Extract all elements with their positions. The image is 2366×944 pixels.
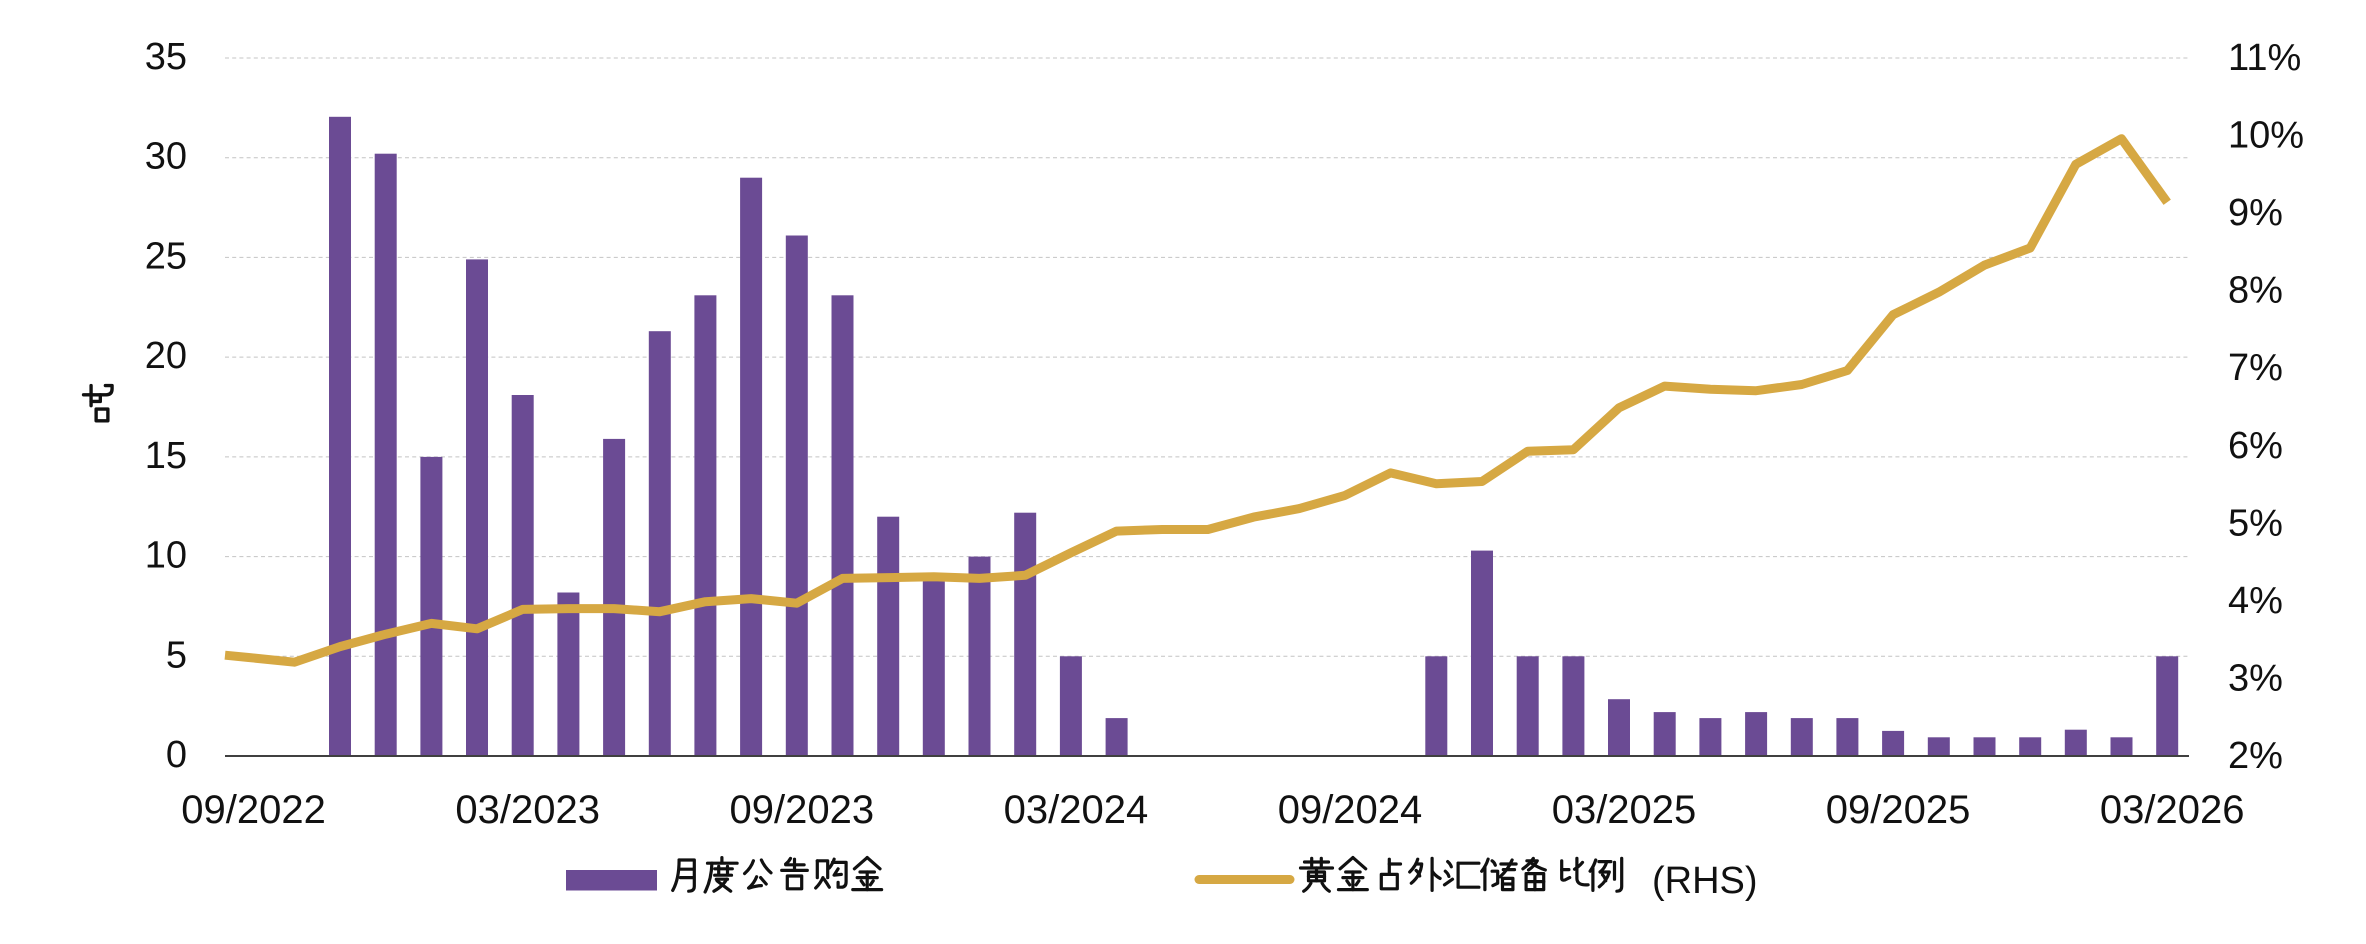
svg-text:15: 15	[145, 435, 187, 477]
svg-text:03/2026: 03/2026	[2100, 788, 2245, 832]
svg-text:09/2025: 09/2025	[1826, 788, 1971, 832]
svg-text:11%: 11%	[2228, 37, 2301, 79]
svg-text:9%: 9%	[2228, 192, 2283, 234]
svg-text:8%: 8%	[2228, 270, 2283, 312]
svg-text:10%: 10%	[2228, 115, 2304, 157]
svg-text:3%: 3%	[2228, 657, 2283, 699]
svg-text:6%: 6%	[2228, 425, 2283, 467]
svg-text:5: 5	[166, 634, 187, 676]
svg-text:7%: 7%	[2228, 347, 2283, 389]
svg-text:35: 35	[145, 36, 187, 78]
svg-text:(RHS): (RHS)	[1652, 860, 1758, 902]
svg-text:4%: 4%	[2228, 580, 2283, 622]
svg-text:03/2025: 03/2025	[1552, 788, 1697, 832]
svg-text:2%: 2%	[2228, 735, 2283, 777]
svg-text:0: 0	[166, 734, 187, 776]
svg-text:09/2022: 09/2022	[181, 788, 326, 832]
svg-text:20: 20	[145, 335, 187, 377]
svg-text:25: 25	[145, 235, 187, 277]
svg-text:03/2024: 03/2024	[1004, 788, 1149, 832]
svg-text:30: 30	[145, 136, 187, 178]
svg-text:10: 10	[145, 535, 187, 577]
svg-text:09/2024: 09/2024	[1278, 788, 1423, 832]
svg-text:03/2023: 03/2023	[455, 788, 600, 832]
svg-text:09/2023: 09/2023	[730, 788, 875, 832]
svg-text:5%: 5%	[2228, 502, 2283, 544]
